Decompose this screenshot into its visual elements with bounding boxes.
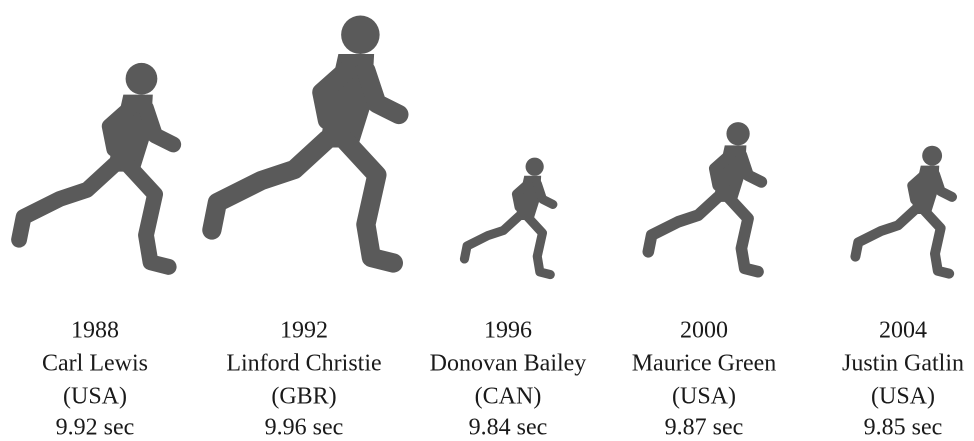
athlete-name: Justin Gatlin — [842, 351, 964, 377]
value-label: 9.96 sec — [265, 415, 344, 441]
year-label: 1988 — [71, 318, 119, 344]
runner-head — [126, 63, 158, 95]
country-label: (GBR) — [271, 384, 336, 410]
runner-limbs — [464, 184, 552, 275]
runner-head — [341, 16, 380, 55]
country-label: (USA) — [63, 384, 127, 410]
runner-limbs — [855, 174, 952, 273]
value-label: 9.84 sec — [469, 415, 548, 441]
value-label: 9.92 sec — [56, 415, 135, 441]
page: 1988 Carl Lewis (USA) 9.92 sec 1992 Linford C… — [0, 0, 974, 441]
country-label: (USA) — [871, 384, 935, 410]
athlete-name: Maurice Green — [632, 351, 777, 377]
runner-head — [726, 122, 749, 145]
runner-limbs — [648, 155, 761, 271]
chart: 1988 Carl Lewis (USA) 9.92 sec 1992 Linford C… — [0, 0, 974, 441]
runner — [464, 158, 552, 275]
country-label: (CAN) — [475, 384, 542, 410]
country-label: (USA) — [672, 384, 736, 410]
year-label: 1992 — [280, 318, 328, 344]
athlete-name: Linford Christie — [226, 351, 381, 377]
athlete-name: Donovan Bailey — [430, 351, 587, 377]
year-label: 2004 — [879, 318, 927, 344]
year-label: 1996 — [484, 318, 532, 344]
runner — [648, 122, 761, 272]
runner — [855, 146, 952, 274]
value-label: 9.85 sec — [864, 415, 943, 441]
value-label: 9.87 sec — [665, 415, 744, 441]
runner — [19, 63, 173, 267]
year-label: 2000 — [680, 318, 728, 344]
runner-limbs — [19, 108, 173, 267]
runner-head — [922, 146, 942, 166]
runner-limbs — [212, 71, 399, 264]
runner — [212, 16, 399, 264]
runner-head — [526, 158, 544, 176]
athlete-name: Carl Lewis — [42, 351, 148, 377]
